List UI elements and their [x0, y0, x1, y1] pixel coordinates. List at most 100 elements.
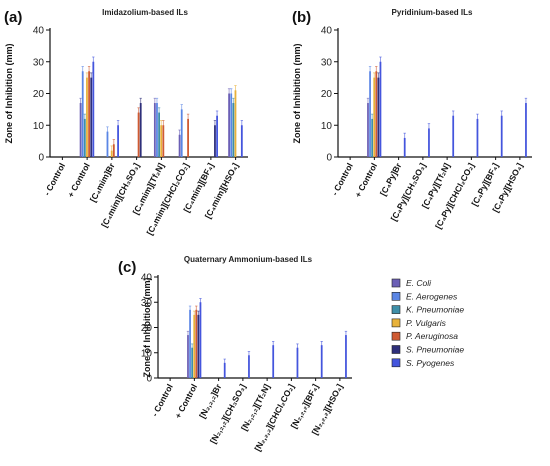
legend-swatch — [391, 291, 401, 301]
bar — [320, 345, 323, 378]
bar — [214, 125, 216, 157]
x-tick-label: - Control — [149, 382, 174, 418]
bar — [476, 118, 479, 157]
bar — [178, 134, 181, 157]
legend-label: S. Pyogenes — [406, 358, 455, 368]
bar — [525, 103, 527, 157]
bar — [193, 314, 196, 378]
y-tick-label: 20 — [141, 323, 153, 334]
bar — [216, 115, 218, 157]
bar — [160, 125, 163, 157]
legend-label: E. Aerogenes — [406, 291, 458, 301]
bar — [112, 144, 115, 157]
bar — [367, 103, 369, 157]
bar — [92, 61, 95, 157]
y-tick-label: 30 — [33, 57, 45, 68]
y-tick-label: 40 — [141, 273, 153, 284]
bar — [371, 118, 374, 157]
bar — [106, 131, 109, 157]
bar — [377, 77, 380, 157]
y-tick-label: 0 — [326, 153, 332, 164]
legend-label: P. Vulgaris — [406, 318, 447, 328]
bar — [500, 115, 503, 157]
bar — [234, 90, 237, 157]
y-tick-label: 10 — [321, 121, 333, 132]
y-axis-label: Zone of Inhibition (mm) — [292, 44, 302, 144]
legend-swatch — [391, 278, 401, 288]
bar — [117, 125, 119, 157]
y-tick-label: 40 — [33, 26, 45, 37]
y-axis-label: Zone of Inhibition (mm) — [4, 44, 14, 144]
bar — [199, 302, 202, 378]
chart-title: Imidazolium-based ILs — [102, 8, 188, 17]
x-tick-label: + Control — [65, 161, 91, 199]
bar — [158, 112, 160, 157]
y-tick-label: 0 — [146, 374, 152, 385]
bar — [83, 118, 86, 157]
bar — [228, 93, 231, 157]
legend-swatch — [391, 358, 401, 368]
bar — [187, 118, 189, 157]
x-tick-label: [N₂,₂,₂]Br — [197, 382, 224, 420]
bar — [452, 115, 455, 157]
bar — [373, 77, 376, 157]
bar — [375, 71, 378, 157]
y-tick-label: 10 — [141, 348, 153, 359]
y-axis-label: Zone of Inhibition (mm) — [142, 278, 152, 378]
legend-label: E. Coli — [406, 278, 432, 288]
bar — [195, 309, 198, 378]
bar — [369, 71, 371, 157]
y-tick-label: 30 — [321, 57, 333, 68]
bar — [223, 362, 226, 378]
y-tick-label: 20 — [321, 89, 333, 100]
bar — [403, 137, 406, 157]
x-tick-label: [C₄Py]Br — [378, 161, 404, 198]
bar — [191, 347, 194, 378]
panel-label: (a) — [4, 9, 22, 26]
legend-label: S. Pneumoniae — [406, 345, 464, 355]
chart-title: Pyridinium-based ILs — [392, 8, 473, 17]
bar — [162, 125, 165, 157]
bar — [81, 71, 84, 157]
legend-swatch — [391, 318, 401, 328]
chart-title: Quaternary Ammonium-based ILs — [184, 255, 313, 264]
y-tick-label: 30 — [141, 298, 153, 309]
chart-panel-3: (c) Quaternary Ammonium-based ILs Zone of … — [118, 255, 352, 453]
bar — [197, 314, 200, 378]
bar — [428, 128, 430, 157]
x-tick-label: + Control — [173, 382, 199, 420]
bar — [153, 103, 156, 157]
x-tick-label: + Control — [353, 161, 379, 199]
y-tick-label: 0 — [38, 153, 44, 164]
bar — [156, 103, 158, 157]
bar — [248, 355, 250, 378]
bar — [240, 125, 243, 157]
bar — [88, 71, 90, 157]
bar — [187, 335, 189, 378]
bar — [79, 103, 82, 157]
panel-label: (c) — [118, 259, 136, 276]
bar — [90, 77, 93, 157]
bar — [345, 335, 347, 378]
bar — [379, 61, 382, 157]
panel-label: (b) — [292, 9, 311, 26]
bar — [86, 77, 88, 157]
legend: E. Coli E. Aerogenes K. Pneumoniae P. Vulga… — [391, 278, 464, 368]
bar — [189, 309, 191, 378]
bar — [230, 93, 233, 157]
chart-panel-2: (b) Pyridinium-based ILs Zone of Inhibitio… — [292, 8, 532, 230]
bar — [137, 112, 140, 157]
legend-swatch — [391, 305, 401, 314]
bar — [139, 103, 142, 157]
legend-label: K. Pneumoniae — [406, 305, 464, 315]
bar — [296, 347, 299, 378]
x-tick-label: - Control — [329, 161, 354, 197]
bar — [232, 103, 235, 157]
y-tick-label: 20 — [33, 89, 45, 100]
y-tick-label: 40 — [321, 26, 333, 37]
x-tick-label: - Control — [42, 161, 67, 197]
bar — [272, 345, 275, 378]
bar — [180, 109, 183, 157]
legend-swatch — [391, 345, 401, 354]
